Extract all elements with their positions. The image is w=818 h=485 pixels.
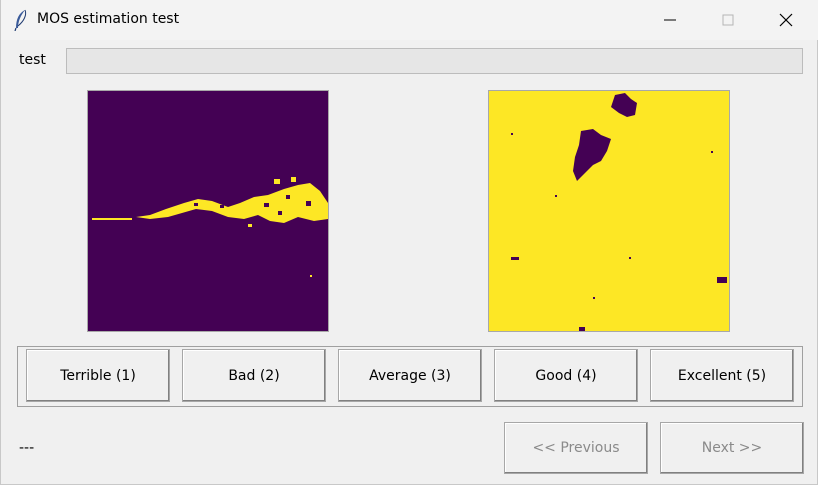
title-bar: MOS estimation test — [1, 0, 818, 40]
progress-bar — [66, 48, 803, 74]
image-left-canvas — [88, 91, 328, 331]
maximize-button[interactable] — [703, 0, 753, 40]
next-button[interactable]: Next >> — [660, 422, 804, 474]
test-label: test — [19, 52, 46, 68]
image-left — [87, 90, 329, 332]
window-title: MOS estimation test — [37, 11, 180, 27]
rating-excellent-button[interactable]: Excellent (5) — [650, 349, 794, 402]
maximize-icon — [722, 14, 734, 26]
status-text: --- — [19, 440, 35, 456]
image-right-canvas — [489, 91, 729, 331]
feather-icon — [14, 9, 27, 31]
minimize-icon — [664, 19, 676, 21]
close-icon — [779, 13, 793, 27]
rating-average-button[interactable]: Average (3) — [338, 349, 482, 402]
rating-terrible-button[interactable]: Terrible (1) — [26, 349, 170, 402]
image-right — [488, 90, 730, 332]
rating-good-button[interactable]: Good (4) — [494, 349, 638, 402]
image-right-bg — [489, 91, 729, 331]
close-button[interactable] — [761, 0, 811, 40]
previous-button[interactable]: << Previous — [504, 422, 648, 474]
rating-bad-button[interactable]: Bad (2) — [182, 349, 326, 402]
minimize-button[interactable] — [645, 0, 695, 40]
rating-group — [17, 346, 803, 407]
image-right-blobs — [511, 93, 727, 331]
